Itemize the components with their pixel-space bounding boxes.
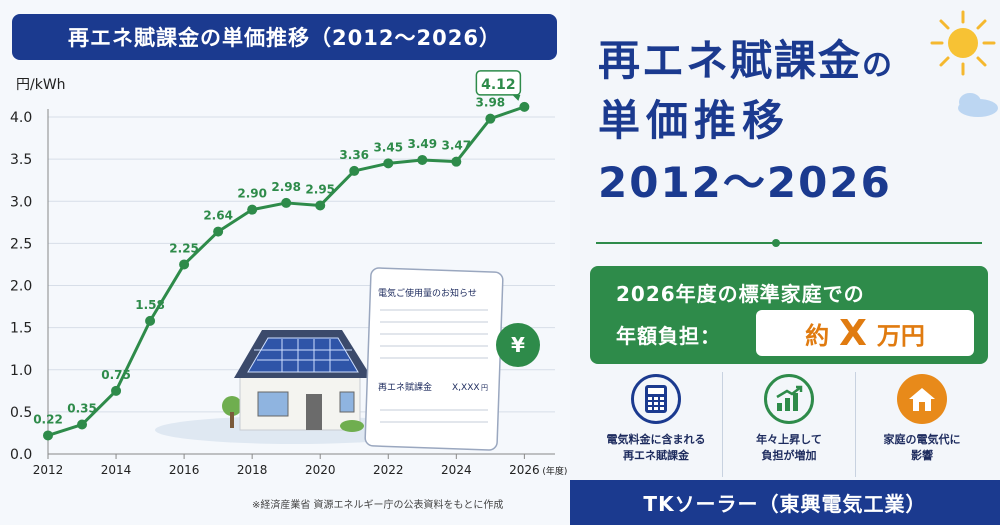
bill-title: 電気ご使用量のお知らせ <box>378 287 477 299</box>
x-tick-label: 2026 <box>509 463 540 477</box>
feature-text-2: 年々上昇して 負担が増加 <box>756 433 822 462</box>
data-label: 2.98 <box>271 180 301 194</box>
features-row: 電気料金に含まれる 再エネ賦課金 年々上昇して 負担が増加 <box>590 372 988 477</box>
amount-value: X <box>839 312 867 354</box>
bill-unit: 円 <box>481 384 488 392</box>
data-point <box>485 113 496 124</box>
burden-line2: 年額負担： <box>616 324 721 348</box>
chart-up-icon <box>764 374 814 424</box>
sun-cloud-icon <box>930 10 998 117</box>
x-tick-label: 2020 <box>305 463 336 477</box>
headline-line2: 単価推移 <box>598 96 791 145</box>
data-label: 0.22 <box>33 412 63 426</box>
burden-line1: 2026年度の標準家庭での <box>616 282 865 306</box>
x-tick-label: 2012 <box>33 463 64 477</box>
bill-amount: X,XXX <box>452 383 480 393</box>
calculator-icon <box>631 374 681 424</box>
headline-line1: 再エネ賦課金 <box>598 36 863 85</box>
info-panel: 再エネ賦課金の 単価推移 2012〜2026 2026年度の標準家庭での 年額負… <box>570 0 1000 525</box>
data-point <box>111 385 122 396</box>
x-tick-label: 2018 <box>237 463 268 477</box>
data-point <box>179 259 190 270</box>
data-point <box>77 419 88 430</box>
divider-dot <box>772 239 780 247</box>
feature-text-1: 電気料金に含まれる 再エネ賦課金 <box>606 433 706 462</box>
data-label: 3.47 <box>442 139 472 153</box>
y-tick-label: 0.0 <box>10 447 32 463</box>
data-label: 0.35 <box>67 402 97 416</box>
feature-item: 電気料金に含まれる 再エネ賦課金 <box>590 372 722 477</box>
data-point <box>417 154 428 165</box>
bill-item: 再エネ賦課金 <box>378 381 432 393</box>
x-tick-label: 2022 <box>373 463 404 477</box>
highlight-callout <box>475 70 522 96</box>
chart-title: 再エネ賦課金の単価推移（2012〜2026） <box>12 14 557 60</box>
yen-symbol: ¥ <box>511 333 525 357</box>
data-point <box>281 197 292 208</box>
amount-prefix: 約 <box>805 321 830 350</box>
solar-panel-icon <box>247 337 359 373</box>
y-tick-label: 1.0 <box>10 363 32 379</box>
x-tick-label: 2016 <box>169 463 200 477</box>
house-door <box>306 394 322 430</box>
tree-trunk <box>230 412 234 428</box>
data-point <box>519 101 530 112</box>
data-label: 3.49 <box>407 137 437 151</box>
feature-item: 年々上昇して 負担が増加 <box>722 372 855 477</box>
burden-box: 2026年度の標準家庭での 年額負担： 約 X 万円 <box>590 266 988 364</box>
company-name: TKソーラー（東興電気工業） <box>570 480 1000 525</box>
data-point <box>383 158 394 169</box>
data-label: 4.12 <box>481 77 516 93</box>
feature-item: 家庭の電気代に 影響 <box>855 372 988 477</box>
data-point <box>145 315 156 326</box>
yen-badge-icon <box>496 323 540 367</box>
amount-suffix: 万円 <box>876 321 925 350</box>
line-chart: 0.0 0.5 1.0 1.5 2.0 2.5 3.0 3.5 4.0 2012 2014 2016 2… <box>10 70 567 477</box>
feature-text-3: 家庭の電気代に 影響 <box>883 433 961 462</box>
y-tick-label: 2.0 <box>10 279 32 295</box>
headline-particle: の <box>862 48 895 83</box>
data-label: 0.75 <box>101 368 131 382</box>
house-icon <box>897 374 947 424</box>
data-point <box>213 226 224 237</box>
y-tick-label: 2.5 <box>10 236 32 252</box>
x-tick-label: 2014 <box>101 463 132 477</box>
data-label: 2.25 <box>169 241 199 255</box>
x-tick-label: 2024 <box>441 463 472 477</box>
y-tick-label: 3.5 <box>10 152 32 168</box>
divider <box>596 242 982 244</box>
headline: 再エネ賦課金の 単価推移 2012〜2026 <box>598 40 894 204</box>
bill-notice <box>364 267 504 451</box>
data-label: 2.95 <box>305 182 335 196</box>
bush <box>340 420 364 432</box>
data-point <box>247 204 258 215</box>
data-label: 1.58 <box>135 298 165 312</box>
data-label: 3.36 <box>339 148 369 162</box>
data-point <box>315 200 326 211</box>
data-point <box>451 156 462 167</box>
data-label: 3.98 <box>476 96 506 110</box>
house-window <box>339 391 355 413</box>
data-label: 2.90 <box>237 187 267 201</box>
y-axis-label: 円/kWh <box>16 77 66 93</box>
callout-pointer <box>512 94 521 101</box>
tree-icon <box>222 396 242 416</box>
amount-box: 約 X 万円 <box>756 310 974 356</box>
data-point <box>43 430 53 441</box>
house-window <box>257 391 289 417</box>
x-axis-suffix: (年度) <box>542 465 567 477</box>
source-note: ※経済産業省 資源エネルギー庁の公表資料をもとに作成 <box>252 500 504 511</box>
headline-line3: 2012〜2026 <box>598 158 892 207</box>
y-tick-label: 4.0 <box>10 110 32 126</box>
data-label: 2.64 <box>203 209 233 223</box>
y-tick-label: 3.0 <box>10 194 32 210</box>
data-label: 3.45 <box>373 140 403 154</box>
chart-panel: 再エネ賦課金の単価推移（2012〜2026） 円/kWh 0.0 0.5 1.0 1.… <box>10 14 568 511</box>
data-point <box>349 165 360 176</box>
y-tick-label: 0.5 <box>10 405 32 421</box>
y-tick-label: 1.5 <box>10 321 32 337</box>
